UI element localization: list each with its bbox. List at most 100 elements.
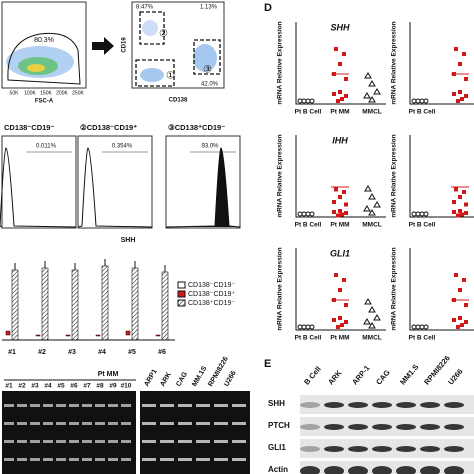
lane-label: MM.1S (191, 365, 208, 388)
band (43, 440, 53, 443)
band (30, 440, 40, 443)
point (297, 211, 303, 217)
gate (193, 39, 221, 75)
band (420, 402, 440, 408)
lane-label: U266 (223, 370, 237, 388)
band (444, 466, 464, 474)
axes (409, 135, 474, 218)
x-label: Pt B Cell (295, 335, 322, 342)
row-label: Actin (268, 465, 288, 474)
bar (101, 265, 109, 341)
lane-label: ARK (159, 371, 173, 388)
band (444, 424, 464, 430)
lane-label: #1 (5, 383, 13, 390)
point (301, 324, 307, 330)
point (332, 318, 336, 322)
flow-density (140, 68, 164, 82)
lane-label: ARP1 (143, 368, 158, 388)
band (420, 424, 440, 430)
gate-percent: 93.0% (201, 144, 219, 150)
histograms: CD138⁻CD19⁻ 0.011% ②CD138⁻CD19⁺ 0.354% ③CD13… (0, 123, 241, 229)
band (43, 422, 53, 425)
gel: #1 #2 #3 #4 #5 #6 #7 #8 #9 #10 ARP1 ARK CAG MM.1SRPMI… (2, 356, 250, 474)
point (423, 324, 429, 330)
row-label: SHH (268, 399, 285, 408)
band (95, 440, 105, 443)
band (160, 404, 174, 407)
band (4, 422, 14, 425)
point (458, 316, 462, 320)
band (396, 446, 416, 452)
point (338, 62, 342, 66)
lane-label: B Cell (302, 364, 323, 386)
axis-label: CD138 (169, 98, 188, 104)
band (372, 466, 392, 474)
lane-label: #10 (121, 383, 132, 390)
point (338, 90, 342, 94)
legend-label: CD138⁻CD19⁻ (188, 282, 235, 289)
flow-density (27, 64, 45, 72)
x-label: Pt MM (330, 335, 349, 342)
flow-density (193, 44, 217, 72)
point (462, 278, 466, 282)
band (196, 404, 210, 407)
band (17, 458, 27, 461)
point (338, 288, 342, 292)
point (454, 47, 458, 51)
band (444, 402, 464, 408)
point (462, 52, 466, 56)
point (344, 202, 348, 207)
band (82, 422, 92, 425)
x-label: MMCL (362, 222, 382, 229)
legend-swatch (177, 281, 186, 289)
band (196, 440, 210, 443)
band (324, 446, 344, 452)
point (373, 314, 381, 321)
axis-label: mRNA Relative Expression (391, 247, 398, 330)
band (30, 422, 40, 425)
gene-label: SHH (330, 22, 350, 32)
point (340, 323, 344, 327)
band (300, 402, 320, 408)
gate-number: ① (166, 71, 175, 82)
band (178, 422, 192, 425)
point (342, 278, 346, 282)
point (368, 209, 376, 216)
band (160, 458, 174, 461)
lane-label: #2 (18, 383, 26, 390)
point (297, 324, 303, 330)
tick-label: 100K (24, 90, 36, 96)
point (415, 211, 421, 217)
legend-swatch (177, 299, 186, 307)
lane-label: #7 (83, 383, 91, 390)
point (334, 187, 338, 192)
point (309, 98, 315, 104)
point (305, 211, 311, 217)
gel-image (140, 391, 250, 474)
point (301, 211, 307, 217)
lane-label: ARK (326, 368, 344, 387)
axis-label: mRNA Relative Expression (277, 21, 284, 104)
band (324, 402, 344, 408)
point (460, 97, 464, 101)
row-label: GLI1 (268, 443, 286, 452)
band (142, 458, 156, 461)
point (364, 185, 372, 192)
point (332, 200, 336, 204)
band (160, 422, 174, 425)
histogram-title: CD138⁻CD19⁻ (4, 123, 54, 132)
band (108, 458, 118, 461)
point (332, 210, 336, 214)
panel-e: B Cell ARK ARP-1 CAG MM1.S RPMI8226U266SHHPTC… (268, 354, 474, 474)
band (56, 422, 66, 425)
lane-label: #4 (44, 383, 52, 390)
bar (35, 334, 41, 337)
band (324, 424, 344, 430)
group-label: #1 (8, 349, 16, 356)
point (340, 212, 344, 217)
point (363, 318, 371, 325)
point (452, 92, 456, 96)
band (17, 440, 27, 443)
point (364, 298, 372, 305)
